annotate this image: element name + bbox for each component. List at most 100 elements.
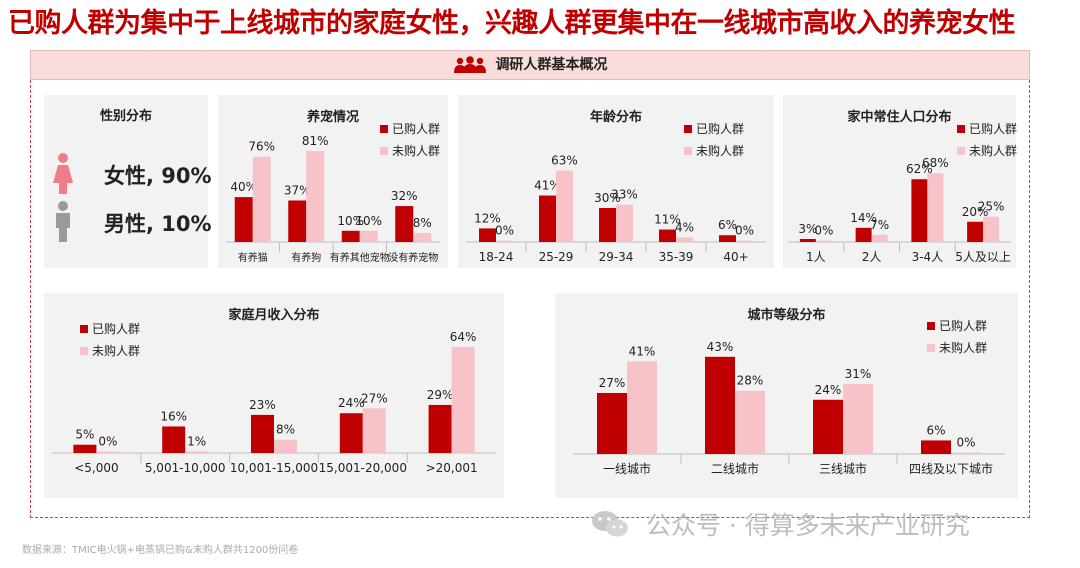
household-data-label: 20%: [962, 205, 989, 219]
income-data-label: 0%: [98, 435, 117, 449]
age-bar-bought: [539, 195, 556, 242]
city-category-label: 一线城市: [603, 461, 651, 476]
income-data-label: 8%: [276, 423, 295, 437]
income-data-label: 5%: [75, 428, 94, 442]
age-bar-not-bought: [736, 240, 753, 242]
gender-panel: 性别分布 女性, 90% 男性, 10%: [44, 95, 212, 268]
pets-legend-swatch-not-bought: [380, 147, 388, 155]
income-bar-not-bought: [274, 439, 297, 453]
city-title: 城市等级分布: [747, 307, 825, 323]
city-data-label: 27%: [599, 376, 626, 390]
household-data-label: 62%: [906, 162, 933, 176]
household-bar-not-bought: [871, 234, 888, 242]
age-category-label: 35-39: [659, 250, 694, 264]
income-legend-swatch-bought: [80, 325, 88, 333]
age-panel: 年龄分布 已购人群 未购人群 18-24 12% 0% 25-29 41% 63% 29-34 30…: [458, 95, 774, 268]
age-bar-not-bought: [676, 237, 693, 242]
pets-data-label: 8%: [413, 216, 432, 230]
city-legend-swatch-bought: [927, 322, 935, 330]
city-data-label: 0%: [956, 436, 975, 450]
income-data-label: 16%: [160, 409, 187, 423]
city-bar-bought: [813, 399, 843, 454]
household-category-label: 2人: [862, 250, 882, 264]
household-bar-not-bought: [983, 216, 1000, 242]
female-icon: [53, 153, 73, 194]
age-bar-bought: [479, 228, 496, 242]
age-bar-bought: [599, 208, 616, 242]
pets-panel: 养宠情况 已购人群 未购人群 有养猫 40% 76% 有养狗 37% 81% 有养其他宠物 10% 1…: [218, 95, 448, 268]
age-legend-swatch-bought: [684, 125, 692, 133]
age-bar-bought: [719, 235, 736, 242]
city-bar-not-bought: [951, 452, 981, 454]
city-data-label: 31%: [845, 367, 872, 381]
age-data-label: 4%: [675, 220, 694, 234]
age-title: 年龄分布: [590, 109, 642, 125]
income-bar-bought: [339, 413, 363, 453]
pets-legend-swatch-bought: [380, 125, 388, 133]
gender-female-row: 女性, 90%: [44, 150, 224, 200]
income-title: 家庭月收入分布: [228, 307, 319, 323]
city-category-label: 二线城市: [711, 461, 759, 476]
pets-category-label: 有养猫: [238, 251, 268, 264]
age-data-label: 63%: [551, 154, 578, 168]
pets-bar-not-bought: [252, 156, 271, 242]
household-bar-not-bought: [927, 173, 944, 242]
household-bar-not-bought: [815, 240, 832, 242]
pets-title: 养宠情况: [306, 109, 359, 125]
watermark-text: 公众号 · 得算多未来产业研究: [645, 511, 970, 540]
household-bar-bought: [799, 238, 816, 242]
pets-data-label: 10%: [355, 214, 382, 228]
income-bar-not-bought: [185, 451, 209, 453]
city-bar-not-bought: [735, 390, 765, 454]
income-bar-not-bought: [362, 408, 386, 453]
household-legend-swatch-bought: [957, 125, 965, 133]
age-data-label: 6%: [718, 218, 737, 232]
age-data-label: 0%: [495, 224, 514, 238]
city-category-label: 四线及以下城市: [909, 461, 993, 476]
section-title-text: 调研人群基本概况: [495, 57, 608, 73]
city-data-label: 28%: [737, 374, 764, 388]
income-category-label: >20,001: [426, 461, 478, 475]
income-category-label: <5,000: [74, 461, 118, 475]
age-legend-swatch-not-bought: [684, 147, 692, 155]
age-category-label: 40+: [723, 250, 748, 264]
income-bar-bought: [428, 404, 452, 453]
city-legend-label-bought: 已购人群: [939, 318, 987, 333]
income-bar-not-bought: [96, 451, 120, 453]
age-bar-not-bought: [496, 240, 513, 242]
male-share: 男性, 10%: [104, 212, 212, 236]
gender-title-svg: 性别分布: [100, 108, 152, 124]
pets-bar-not-bought: [359, 230, 378, 242]
pets-bar-bought: [234, 197, 253, 242]
city-bar-bought: [597, 392, 627, 454]
pets-data-label: 10%: [337, 214, 364, 228]
income-legend-label-not-bought: 未购人群: [92, 343, 140, 358]
male-icon: [56, 201, 70, 242]
city-data-label: 24%: [815, 383, 842, 397]
income-data-label: 24%: [338, 396, 365, 410]
female-share: 女性, 90%: [104, 164, 212, 188]
age-category-label: 18-24: [479, 250, 514, 264]
city-category-label: 三线城市: [819, 461, 867, 476]
gender-male-row: 男性, 10%: [44, 198, 224, 248]
city-bar-not-bought: [627, 361, 657, 454]
income-category-label: 10,001-15,000: [230, 461, 318, 475]
pets-data-label: 81%: [302, 134, 329, 148]
household-data-label: 3%: [798, 222, 817, 236]
household-category-label: 3-4人: [912, 250, 944, 264]
survey-overview-box: [30, 80, 1030, 518]
income-data-label: 1%: [187, 434, 206, 448]
income-bar-bought: [251, 414, 274, 453]
household-data-label: 14%: [850, 211, 877, 225]
household-panel: 家中常住人口分布 已购人群 未购人群 1人 3% 0% 2人 14% 7% 3-4人 62% 68% 5…: [783, 95, 1017, 268]
pets-category-label: 有养狗: [291, 251, 321, 264]
people-icon: [453, 56, 486, 73]
gender-title: 性别分布: [100, 108, 152, 124]
household-data-label: 0%: [814, 224, 833, 238]
household-bar-bought: [855, 227, 872, 242]
household-category-label: 5人及以上: [955, 250, 1011, 264]
pets-data-label: 37%: [284, 183, 311, 197]
